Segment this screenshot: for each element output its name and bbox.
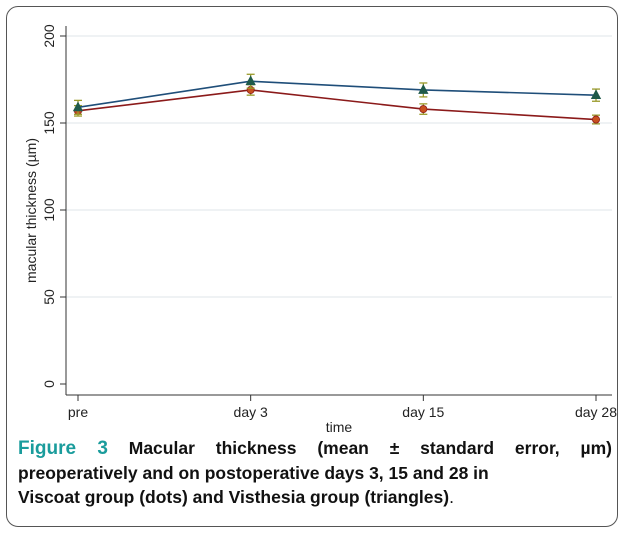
- y-tick-label: 100: [41, 198, 57, 222]
- x-axis-label: time: [326, 419, 353, 435]
- triangle-marker: [590, 89, 602, 100]
- x-tick-label: pre: [68, 404, 88, 420]
- dot-marker: [419, 105, 428, 114]
- caption-line-3-end: .: [449, 487, 454, 507]
- figure-label: Figure 3: [18, 438, 108, 459]
- caption-line-3-text: Viscoat group (dots) and Visthesia group…: [18, 487, 450, 507]
- y-tick-label: 50: [41, 289, 57, 305]
- caption-line-1: Figure 3 Macular thickness (mean ± stand…: [18, 436, 612, 461]
- x-tick-label: day 15: [402, 404, 444, 420]
- dot-marker: [592, 115, 601, 124]
- triangle-marker: [72, 101, 84, 112]
- y-tick-label: 200: [41, 24, 57, 48]
- series-line: [77, 89, 597, 121]
- grid-lines: [66, 35, 612, 298]
- series-dots: [74, 84, 601, 125]
- series-line: [77, 80, 597, 109]
- caption-line-3: Viscoat group (dots) and Visthesia group…: [18, 485, 612, 509]
- tick-labels: 0 50 100 150 200 pre day 3 day 15 day 28: [41, 24, 617, 420]
- triangle-marker: [418, 84, 429, 94]
- series: [72, 73, 602, 125]
- y-tick-label: 150: [41, 111, 57, 135]
- series-triangles: [72, 73, 602, 115]
- caption-line-2: preoperatively and on postoperative days…: [18, 463, 489, 483]
- caption-line-1-text: Macular thickness (mean ± standard error…: [128, 438, 612, 458]
- y-axis-label: macular thickness (µm): [23, 138, 39, 283]
- triangle-marker: [245, 75, 256, 86]
- y-tick-label: 0: [41, 380, 57, 388]
- x-tick-label: day 28: [575, 404, 617, 420]
- figure-caption: Figure 3 Macular thickness (mean ± stand…: [18, 436, 612, 509]
- x-tick-label: day 3: [234, 404, 268, 420]
- line-chart: 0 50 100 150 200 pre day 3 day 15 day 28 macular…: [23, 24, 617, 435]
